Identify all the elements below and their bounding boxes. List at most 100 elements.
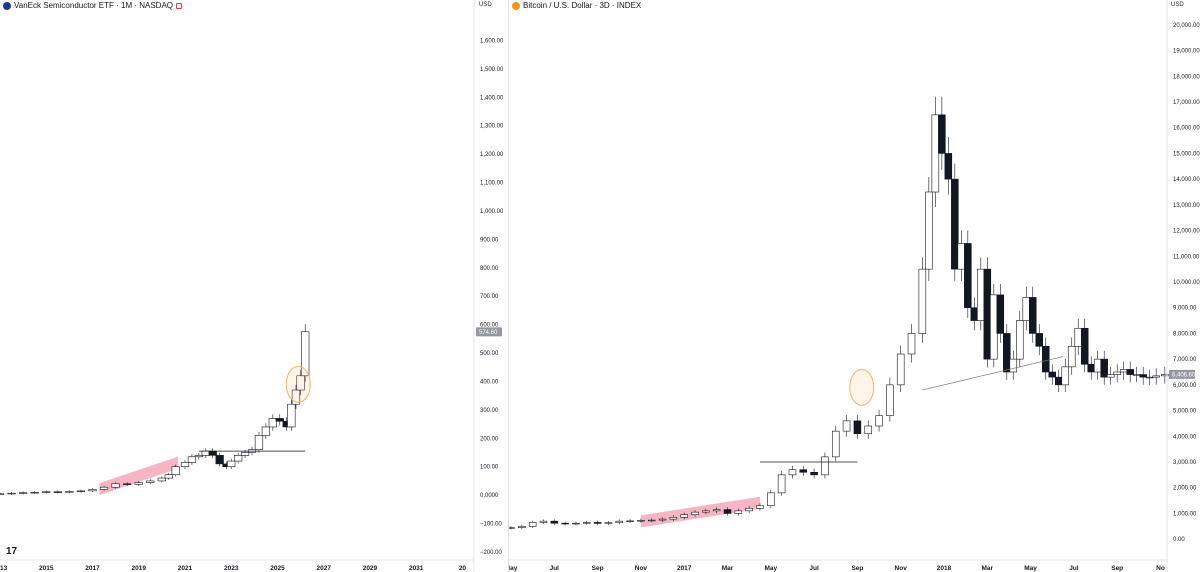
price-tick-label: 15,000.00 [1173,151,1200,157]
candle-body [157,477,166,482]
price-tick-label: 200.00 [480,436,499,442]
time-tick-label: Jul [809,565,819,572]
price-tick-label: −100.00 [480,522,503,528]
candle-body [518,525,526,528]
candle-body [907,333,916,355]
candle-body [539,520,548,523]
candle-body [254,435,264,450]
candle-body [970,307,979,321]
btc-chart-panel[interactable]: 0.00 1,000.00 2,000.00 3,000.00 4,000.00 5,00… [508,0,1200,572]
breakout-circle [285,365,311,403]
time-tick-label: 2021 [178,565,193,572]
flag-icon[interactable] [176,2,183,9]
price-tick-label: 13,000.00 [1173,203,1200,209]
time-tick-label: 2015 [39,565,54,572]
btc-chart-svg[interactable]: 0.00 1,000.00 2,000.00 3,000.00 4,000.00 5,00… [509,0,1200,572]
price-tick-label: 2,000.00 [1173,486,1197,492]
price-tick-label: 10,000.00 [1173,280,1200,286]
candle-body [831,430,840,458]
candle-body [853,420,862,435]
price-tick-label: 18,000.00 [1173,74,1200,80]
price-tick-label: 1,200.00 [480,152,504,158]
price-tick-label: −200.00 [480,550,503,556]
price-tick-label: 5,000.00 [1173,409,1197,415]
last-price-label: 6,406.60 [1172,372,1196,378]
candle-body [1139,374,1147,378]
candle-body [1003,333,1011,373]
candle-body [1029,297,1037,334]
candle-body [1009,358,1018,373]
candle-body [821,456,829,476]
smh-chart-panel[interactable]: −200.00 −100.00 0.0000 100.00 200.00 300.00 40… [0,0,508,572]
price-tick-label: 1,600.00 [480,38,504,44]
last-price-badge: 574.60 [476,327,502,337]
price-tick-label: 0.00 [1173,537,1185,543]
candle-body [990,294,998,360]
candle-body [951,178,959,270]
price-tick-label: 800.00 [480,266,499,272]
candle-body [30,492,39,494]
candle-body [99,486,109,490]
candle-body [227,460,236,468]
candle-body [712,509,721,512]
time-tick-label: 2018 [937,565,952,572]
candle-body [691,511,699,516]
candle-body [957,243,966,270]
candle-body [810,471,818,476]
time-tick-label: 2019 [131,565,146,572]
candle-body [1048,371,1057,378]
candle-body [171,466,180,475]
price-tick-label: 6,000.00 [1173,383,1197,389]
candle-body [626,520,634,522]
candle-body [745,507,753,512]
price-tick-label: 14,000.00 [1173,177,1200,183]
candle-body [1041,345,1050,373]
candle-body [1035,333,1044,347]
smh-chart-header: VanEck Semiconductor ETF · 1M · NASDAQ [3,1,183,10]
time-tick-label: Mar [982,565,994,572]
trendline [922,356,1064,391]
candle-body [528,522,537,527]
time-tick-label: Sep [851,565,863,572]
time-tick-label: Mar [722,565,734,572]
candle-body [42,491,51,493]
price-tick-label: 100.00 [480,465,499,471]
time-tick-label: 2027 [316,565,331,572]
price-tick-label: 17,000.00 [1173,100,1200,106]
candle-body [1016,320,1024,360]
tradingview-logo-icon[interactable]: 17 [6,546,18,557]
accumulation-highlight [640,496,760,528]
candle-body [111,483,120,488]
time-tick-label: 20 [459,565,467,572]
candle-body [918,268,927,334]
candle-body [240,452,250,456]
candle-body [180,462,190,468]
candle-body [1022,297,1031,321]
candle-body [593,522,602,524]
candle-body [983,268,992,360]
candle-body [1087,363,1095,373]
time-tick-label: Jul [1069,565,1079,572]
candle-body [799,469,808,473]
price-tick-label: 3,000.00 [1173,460,1197,466]
candle-body [1152,375,1160,378]
candle-body [996,294,1005,334]
btc-chart-title: Bitcoin / U.S. Dollar · 3D · INDEX [523,1,642,10]
candle-body [1113,371,1121,375]
smh-chart-svg[interactable]: −200.00 −100.00 0.0000 100.00 200.00 300.00 40… [0,0,508,572]
candle-body [842,420,851,432]
price-tick-label: 4,000.00 [1173,434,1197,440]
last-price-badge: 6,406.60 [1169,369,1196,379]
price-tick-label: 19,000.00 [1173,49,1200,55]
candle-body [561,522,569,525]
price-tick-label: 0.0000 [480,493,499,499]
candle-body [1106,374,1115,378]
time-tick-label: 2025 [270,565,285,572]
candle-body [938,114,946,154]
price-tick-label: 12,000.00 [1173,229,1200,235]
price-tick-label: 7,000.00 [1173,357,1197,363]
candle-body [1067,345,1076,368]
last-price-badge-bg [476,327,502,337]
candle-body [53,491,62,493]
time-tick-label: No [1156,565,1165,572]
